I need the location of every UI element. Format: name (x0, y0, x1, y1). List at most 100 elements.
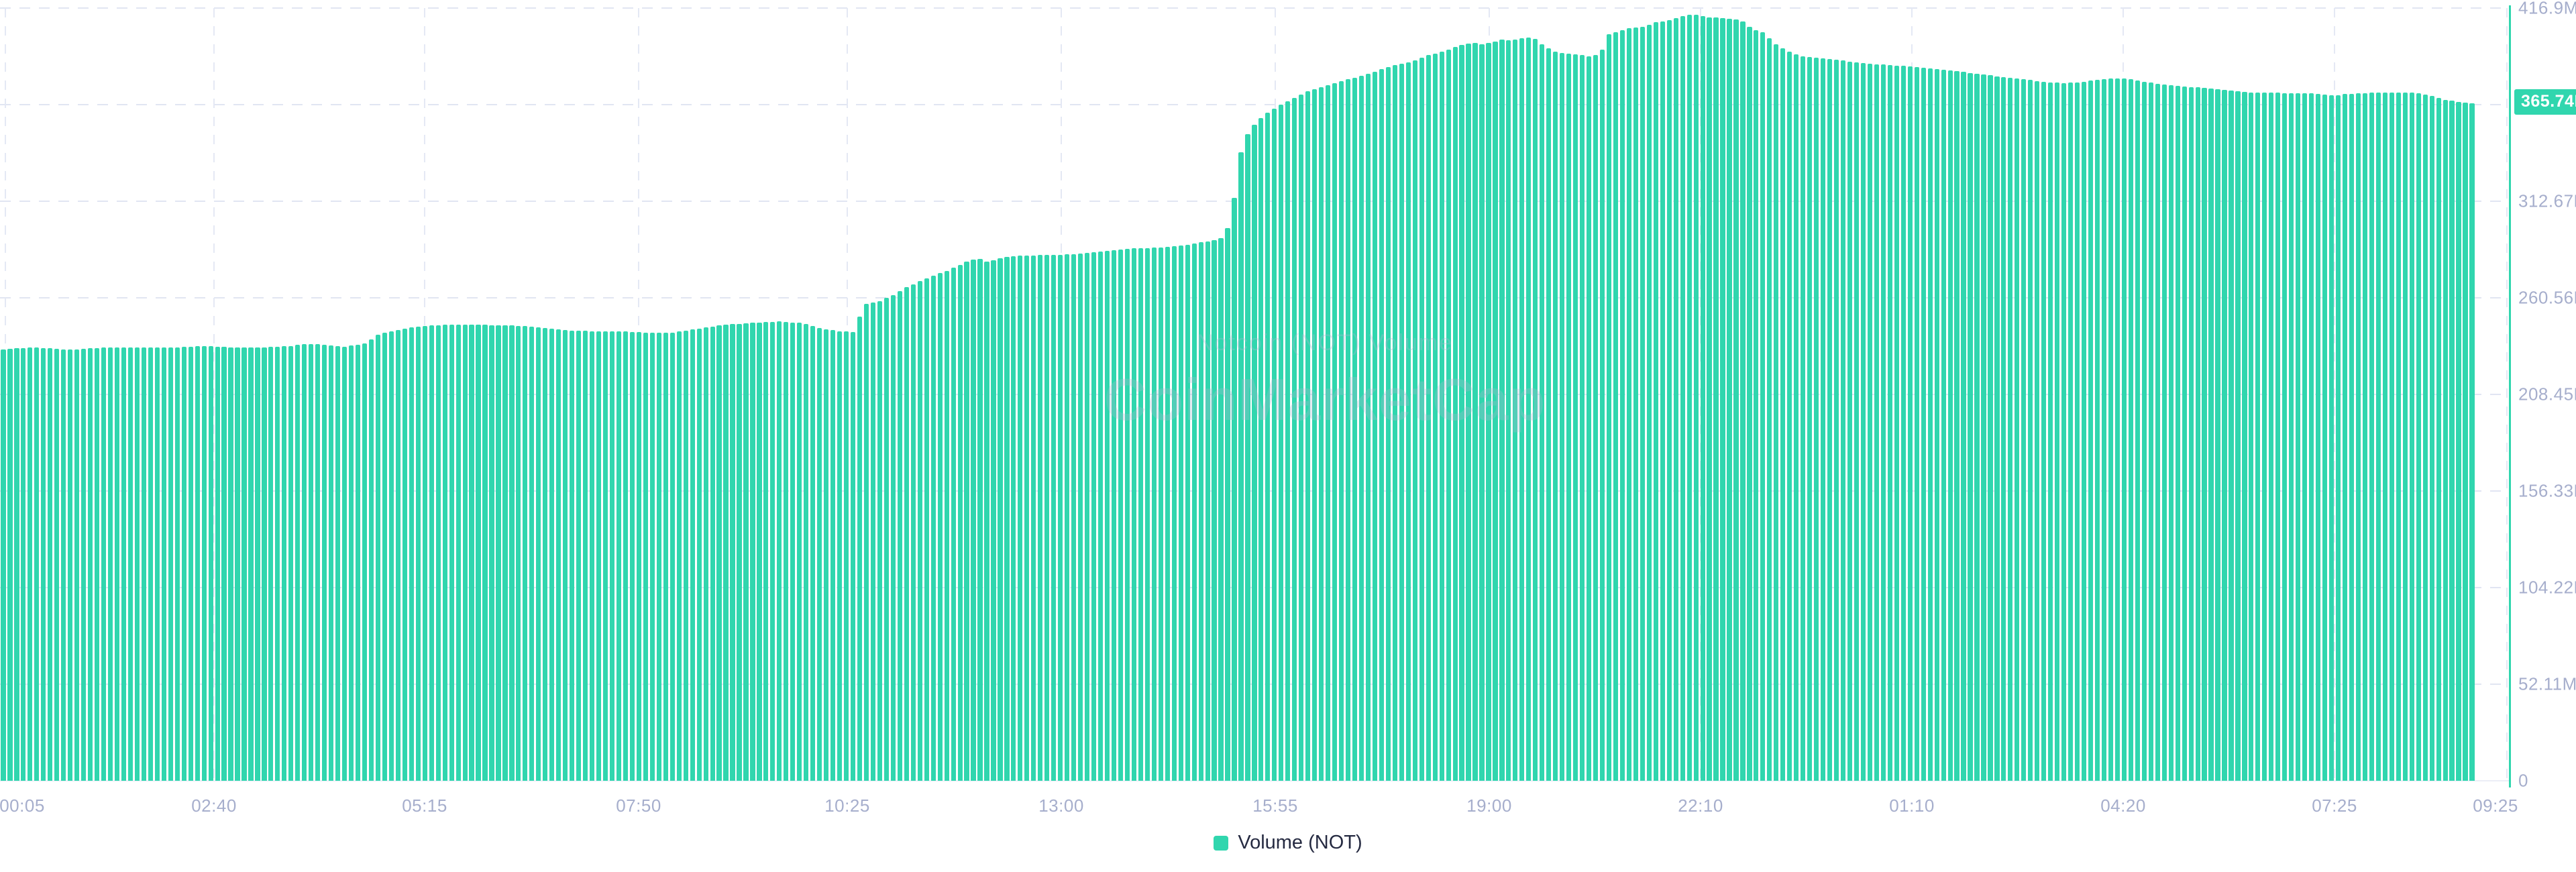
volume-bar[interactable] (1426, 55, 1431, 781)
volume-bar[interactable] (141, 347, 146, 781)
volume-bar[interactable] (643, 333, 648, 781)
volume-bar[interactable] (1680, 15, 1685, 781)
volume-bar[interactable] (2309, 93, 2314, 781)
volume-bar[interactable] (295, 345, 301, 781)
volume-bar[interactable] (402, 328, 407, 781)
volume-bar[interactable] (2229, 90, 2234, 781)
volume-bar[interactable] (2249, 92, 2254, 781)
volume-bar[interactable] (937, 273, 943, 781)
volume-bar[interactable] (1974, 73, 1980, 781)
volume-bar[interactable] (2316, 93, 2321, 781)
volume-bar[interactable] (676, 331, 682, 781)
volume-bar[interactable] (910, 284, 916, 781)
volume-bar[interactable] (1299, 95, 1304, 781)
volume-bar[interactable] (154, 347, 160, 781)
volume-bar[interactable] (1860, 63, 1866, 781)
volume-bar[interactable] (824, 329, 829, 781)
volume-bar[interactable] (1633, 27, 1638, 781)
volume-bar[interactable] (1412, 60, 1417, 781)
volume-bar[interactable] (1104, 250, 1110, 781)
volume-bar[interactable] (2302, 93, 2308, 781)
legend[interactable]: Volume (NOT) (0, 832, 2576, 854)
volume-bar[interactable] (1058, 254, 1063, 781)
volume-bar[interactable] (2322, 94, 2328, 781)
volume-bar[interactable] (2382, 93, 2387, 781)
volume-bar[interactable] (817, 327, 822, 781)
volume-bar[interactable] (683, 330, 688, 781)
volume-bar[interactable] (897, 290, 902, 781)
volume-bar[interactable] (2001, 76, 2006, 781)
volume-bar[interactable] (863, 303, 869, 781)
volume-bar[interactable] (1947, 70, 1953, 781)
volume-bar[interactable] (2148, 83, 2153, 781)
volume-bar[interactable] (148, 347, 153, 781)
volume-bar[interactable] (1031, 255, 1036, 781)
volume-bar[interactable] (2335, 95, 2341, 781)
volume-bar[interactable] (1439, 52, 1444, 781)
volume-bar[interactable] (1051, 254, 1057, 781)
volume-bar[interactable] (221, 347, 227, 781)
volume-bar[interactable] (1914, 66, 1919, 781)
volume-bar[interactable] (1279, 105, 1284, 781)
volume-bar[interactable] (984, 262, 989, 781)
volume-bar[interactable] (757, 322, 762, 781)
volume-bar[interactable] (362, 343, 368, 781)
volume-bar[interactable] (649, 333, 655, 781)
volume-bar[interactable] (2075, 82, 2080, 781)
volume-bar[interactable] (2175, 86, 2180, 781)
volume-bar[interactable] (2436, 97, 2441, 781)
volume-bar[interactable] (669, 332, 675, 781)
volume-bar[interactable] (2155, 83, 2160, 781)
volume-bar[interactable] (2389, 93, 2394, 781)
volume-bar[interactable] (2055, 83, 2060, 781)
volume-bar[interactable] (1, 349, 6, 781)
volume-bar[interactable] (2409, 93, 2414, 781)
volume-bar[interactable] (2008, 77, 2013, 781)
volume-bar[interactable] (1553, 52, 1558, 781)
volume-bar[interactable] (2242, 91, 2247, 781)
volume-bar[interactable] (2121, 78, 2127, 781)
volume-bar[interactable] (241, 347, 247, 781)
volume-bar[interactable] (1305, 91, 1311, 781)
volume-bar[interactable] (1968, 72, 1973, 781)
volume-bar[interactable] (95, 347, 100, 781)
volume-bar[interactable] (14, 348, 19, 781)
volume-bar[interactable] (1165, 247, 1170, 781)
volume-bar[interactable] (1258, 117, 1264, 781)
volume-bar[interactable] (2182, 87, 2187, 781)
volume-bar[interactable] (2362, 93, 2368, 781)
volume-bar[interactable] (88, 348, 93, 781)
volume-bar[interactable] (917, 281, 922, 781)
volume-bar[interactable] (315, 344, 321, 781)
volume-bar[interactable] (355, 344, 361, 781)
volume-bar[interactable] (951, 268, 956, 781)
volume-bar[interactable] (1640, 26, 1645, 781)
volume-bar[interactable] (883, 298, 889, 781)
volume-bar[interactable] (1493, 41, 1498, 781)
volume-bar[interactable] (1700, 16, 1705, 781)
volume-bar[interactable] (723, 325, 729, 781)
volume-bar[interactable] (248, 347, 254, 781)
volume-bar[interactable] (850, 332, 856, 781)
volume-bar[interactable] (61, 349, 66, 781)
volume-bar[interactable] (1405, 62, 1411, 781)
volume-bar[interactable] (268, 347, 274, 781)
volume-bar[interactable] (2041, 81, 2047, 781)
volume-bar[interactable] (2269, 93, 2274, 781)
volume-bar[interactable] (1238, 152, 1244, 781)
volume-bar[interactable] (322, 344, 327, 781)
volume-bar[interactable] (409, 327, 414, 781)
volume-bar[interactable] (1038, 255, 1043, 781)
volume-bar[interactable] (2088, 80, 2094, 781)
volume-bar[interactable] (1519, 38, 1525, 781)
volume-bar[interactable] (629, 331, 635, 781)
volume-bar[interactable] (1780, 48, 1786, 781)
volume-bar[interactable] (609, 331, 615, 781)
volume-bar[interactable] (964, 262, 969, 781)
volume-bar[interactable] (523, 326, 528, 781)
volume-bar[interactable] (2456, 102, 2461, 781)
volume-bar[interactable] (174, 347, 180, 781)
volume-bar[interactable] (857, 317, 863, 781)
volume-bar[interactable] (502, 325, 508, 781)
volume-bar[interactable] (342, 346, 347, 781)
